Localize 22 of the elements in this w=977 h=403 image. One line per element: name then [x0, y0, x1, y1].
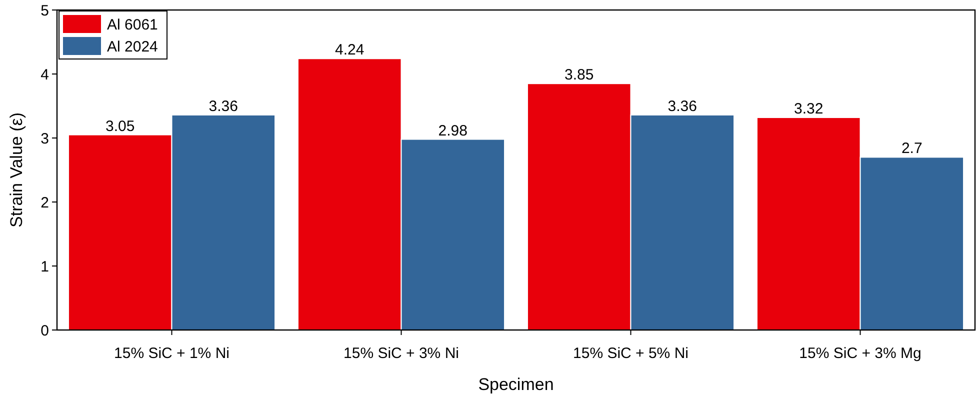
data-label: 3.85 — [564, 66, 594, 84]
y-axis-title: Strain Value (ε) — [7, 112, 26, 228]
data-label: 3.05 — [106, 118, 135, 135]
legend-label: Al 2024 — [107, 38, 158, 56]
legend-label: Al 6061 — [107, 16, 158, 34]
y-tick-label: 1 — [40, 258, 49, 276]
x-axis-title: Specimen — [478, 375, 554, 394]
x-tick-label: 15% SiC + 5% Ni — [573, 345, 688, 362]
x-tick-label: 15% SiC + 3% Ni — [344, 345, 459, 362]
data-label: 3.36 — [208, 98, 238, 115]
data-label: 2.98 — [438, 122, 468, 140]
y-tick-label: 3 — [40, 130, 49, 148]
data-label: 4.24 — [335, 42, 364, 59]
y-tick-label: 0 — [40, 322, 49, 340]
y-tick-label: 5 — [40, 2, 49, 20]
y-tick-label: 4 — [40, 66, 49, 84]
x-tick-label: 15% SiC + 1% Ni — [114, 345, 230, 362]
x-tick-label: 15% SiC + 3% Mg — [799, 345, 922, 362]
data-label: 3.32 — [794, 100, 824, 118]
data-label: 2.7 — [901, 140, 922, 158]
data-label: 3.36 — [668, 98, 697, 115]
y-tick-label: 2 — [40, 194, 49, 212]
